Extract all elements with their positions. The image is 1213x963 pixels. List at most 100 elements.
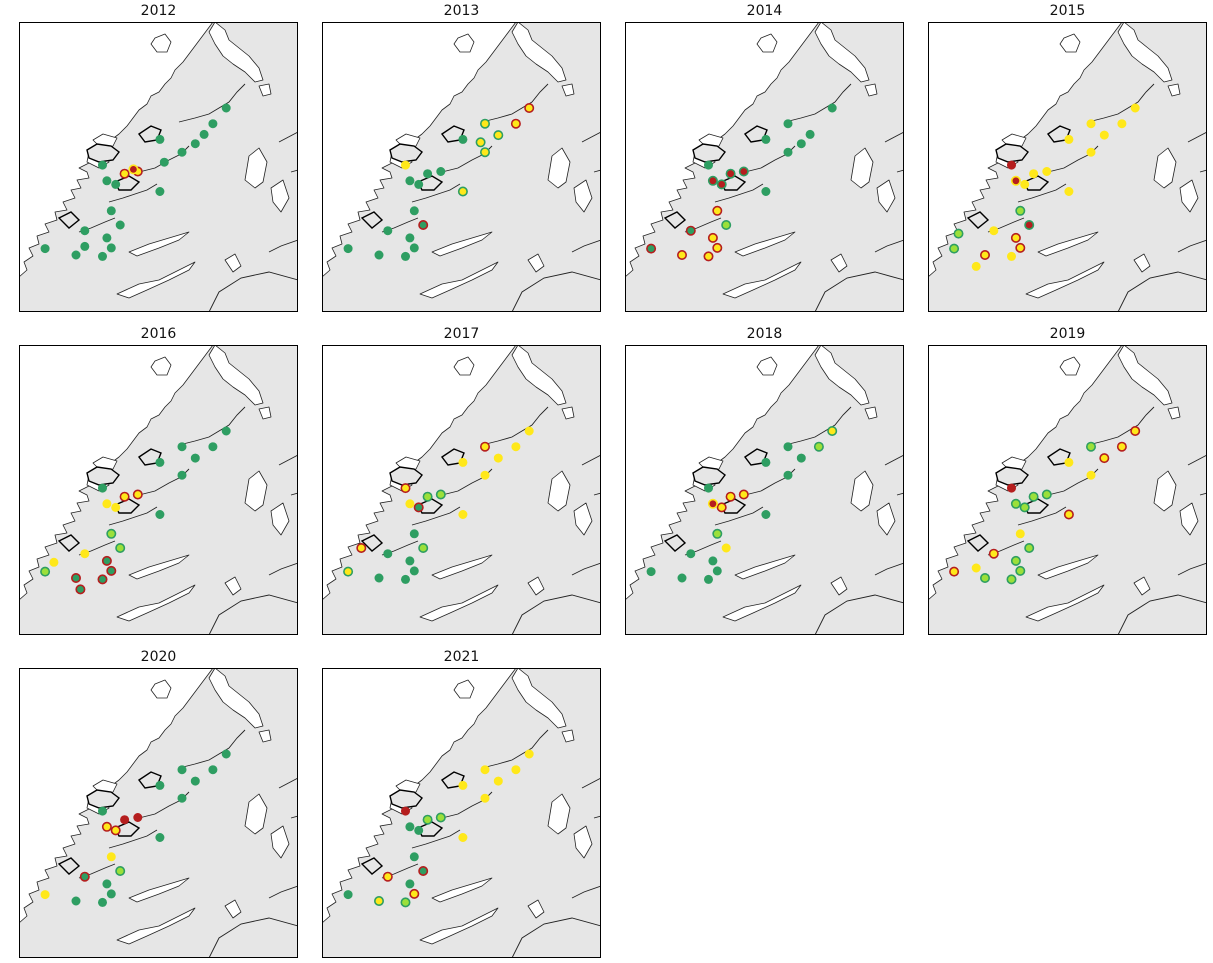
site-marker <box>511 765 521 775</box>
site-marker <box>458 134 468 144</box>
sea-shape <box>850 147 874 189</box>
coastline <box>593 815 601 819</box>
site-marker <box>1028 491 1039 502</box>
site-marker <box>401 574 411 584</box>
island-shape <box>995 466 1029 486</box>
site-marker <box>646 243 657 254</box>
sea-shape <box>270 502 290 536</box>
site-marker <box>475 137 486 148</box>
panel-title: 2016 <box>140 326 177 342</box>
site-marker <box>40 244 50 254</box>
sea-shape <box>244 470 268 512</box>
coastline <box>784 406 852 446</box>
sea-shape <box>431 231 493 257</box>
coastline <box>1117 594 1207 635</box>
coastline <box>208 594 298 635</box>
map-panel-2017: 2017 <box>322 323 601 636</box>
site-marker <box>40 566 51 577</box>
site-marker <box>40 890 50 900</box>
site-marker <box>155 510 165 520</box>
site-marker <box>725 168 736 179</box>
site-marker <box>783 147 793 157</box>
sea-shape <box>1133 576 1151 596</box>
sea-shape <box>419 261 499 299</box>
site-marker <box>409 888 420 899</box>
map-panel-2015: 2015 <box>928 0 1207 313</box>
site-marker <box>405 233 415 243</box>
site-marker <box>480 441 491 452</box>
site-marker <box>159 157 169 167</box>
site-marker <box>953 228 964 239</box>
map-2015 <box>928 22 1207 312</box>
site-marker <box>510 118 521 129</box>
site-marker <box>704 160 714 170</box>
site-marker <box>111 179 121 189</box>
site-marker <box>102 879 112 889</box>
site-marker <box>405 822 415 832</box>
site-marker <box>1010 498 1021 509</box>
site-marker <box>401 806 411 816</box>
site-marker <box>435 812 446 823</box>
site-marker <box>409 243 419 253</box>
map-frame <box>928 345 1207 635</box>
coastline <box>1117 271 1207 312</box>
map-panel-2012: 2012 <box>19 0 298 313</box>
map-frame <box>19 345 298 635</box>
site-marker <box>703 251 714 262</box>
sea-shape <box>150 356 172 376</box>
panel-title: 2014 <box>746 3 783 19</box>
site-marker <box>458 780 468 790</box>
site-marker <box>1015 529 1025 539</box>
site-marker <box>1010 555 1021 566</box>
site-marker <box>221 103 231 113</box>
map-frame <box>625 345 904 635</box>
sea-shape <box>244 793 268 835</box>
site-marker <box>106 889 116 899</box>
site-marker <box>177 793 187 803</box>
site-marker <box>71 896 81 906</box>
island-shape <box>86 466 120 486</box>
site-marker <box>400 897 411 908</box>
sea-shape <box>1059 33 1081 53</box>
island-shape <box>966 211 990 229</box>
sea-shape <box>876 502 896 536</box>
site-marker <box>401 160 411 170</box>
island-shape <box>995 143 1029 163</box>
sea-shape <box>573 825 593 859</box>
coastline <box>884 131 904 143</box>
sea-shape <box>150 679 172 699</box>
site-marker <box>493 776 503 786</box>
sea-shape <box>722 584 802 622</box>
coastline <box>511 271 601 312</box>
island-shape <box>692 466 726 486</box>
coastline <box>108 829 158 849</box>
site-marker <box>155 780 165 790</box>
site-marker <box>436 167 446 177</box>
coastline <box>571 885 601 899</box>
site-marker <box>457 186 468 197</box>
map-2018 <box>625 345 904 635</box>
site-marker <box>413 502 424 513</box>
sea-shape <box>1059 356 1081 376</box>
site-marker <box>115 866 126 877</box>
island-shape <box>966 534 990 552</box>
sea-shape <box>419 907 499 945</box>
island-shape <box>57 534 81 552</box>
site-marker <box>221 426 231 436</box>
coastline <box>511 594 601 635</box>
site-marker <box>1099 453 1110 464</box>
coastline <box>411 829 461 849</box>
map-panel-2021: 2021 <box>322 646 601 959</box>
sea-shape <box>270 179 290 213</box>
site-marker <box>480 147 491 158</box>
site-marker <box>101 555 112 566</box>
sea-shape <box>561 406 575 420</box>
sea-shape <box>830 576 848 596</box>
site-marker <box>374 573 384 583</box>
site-marker <box>75 584 86 595</box>
site-marker <box>708 556 718 566</box>
site-marker <box>106 528 117 539</box>
site-marker <box>493 453 503 463</box>
site-marker <box>1064 457 1074 467</box>
sea-shape <box>511 345 567 406</box>
